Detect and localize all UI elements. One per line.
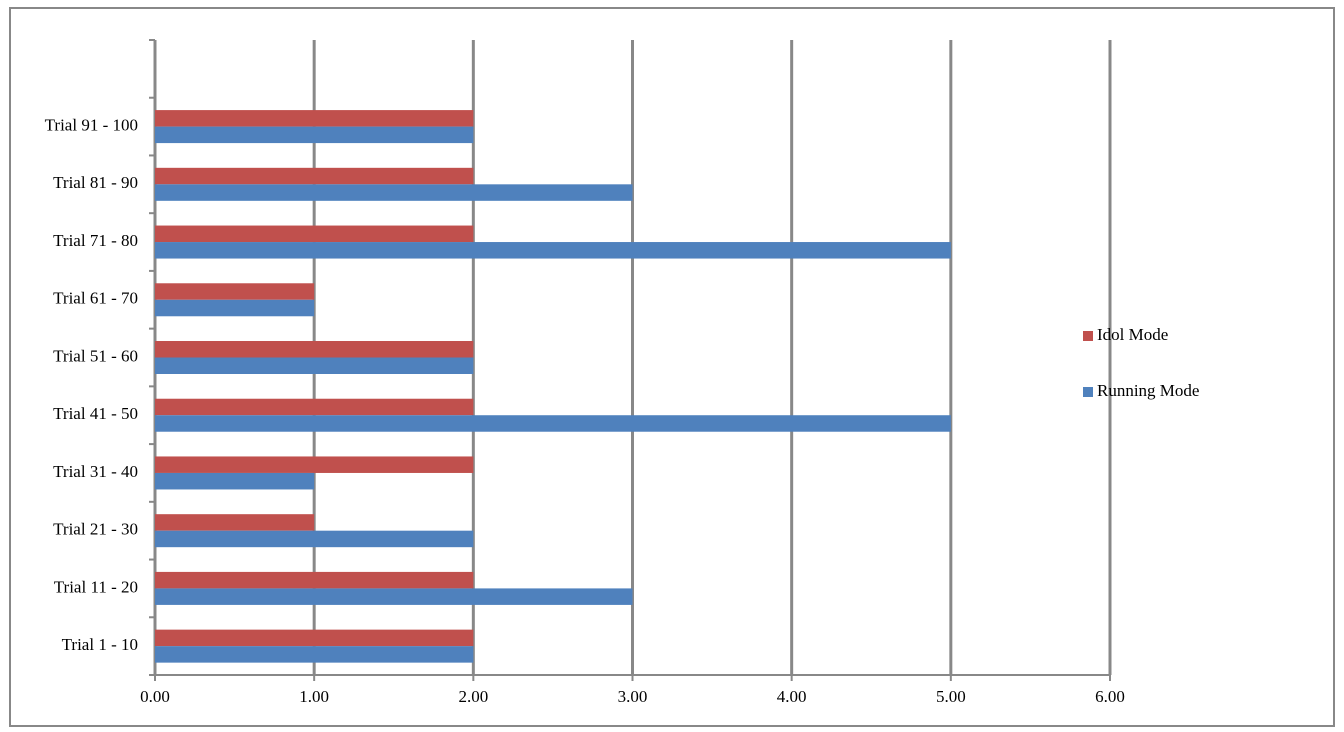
bar [155, 415, 951, 432]
y-tick-label: Trial 31 - 40 [53, 462, 138, 481]
legend-swatch [1083, 331, 1093, 341]
x-tick-label: 1.00 [299, 687, 329, 706]
bar [155, 299, 315, 317]
y-tick-label: Trial 1 - 10 [62, 635, 138, 654]
legend-label: Running Mode [1097, 381, 1199, 400]
x-tick-label: 5.00 [936, 687, 966, 706]
bar [155, 126, 474, 144]
bar [155, 184, 633, 201]
bar [155, 456, 474, 473]
x-tick-label: 4.00 [777, 687, 807, 706]
bar [155, 472, 315, 490]
legend-label: Idol Mode [1097, 325, 1168, 344]
bar [155, 571, 474, 589]
legend-swatch [1083, 387, 1093, 397]
y-tick-label: Trial 21 - 30 [53, 520, 138, 539]
y-tick-label: Trial 11 - 20 [54, 577, 138, 596]
bar [155, 283, 315, 300]
bar [155, 514, 315, 531]
y-tick-label: Trial 91 - 100 [45, 115, 138, 134]
x-tick-label: 3.00 [618, 687, 648, 706]
bar [155, 629, 474, 647]
y-tick-label: Trial 71 - 80 [53, 231, 138, 250]
bar [155, 225, 474, 243]
x-tick-label: 0.00 [140, 687, 170, 706]
bar [155, 588, 633, 605]
y-tick-label: Trial 51 - 60 [53, 346, 138, 365]
bar [155, 341, 474, 358]
y-tick-label: Trial 81 - 90 [53, 173, 138, 192]
bar [155, 357, 474, 374]
bar [155, 110, 474, 127]
bar [155, 530, 474, 548]
bar [155, 242, 951, 259]
bar [155, 167, 474, 185]
y-tick-label: Trial 61 - 70 [53, 289, 138, 308]
y-tick-label: Trial 41 - 50 [53, 404, 138, 423]
bar [155, 646, 474, 663]
x-tick-label: 6.00 [1095, 687, 1125, 706]
x-tick-label: 2.00 [458, 687, 488, 706]
bar [155, 398, 474, 416]
